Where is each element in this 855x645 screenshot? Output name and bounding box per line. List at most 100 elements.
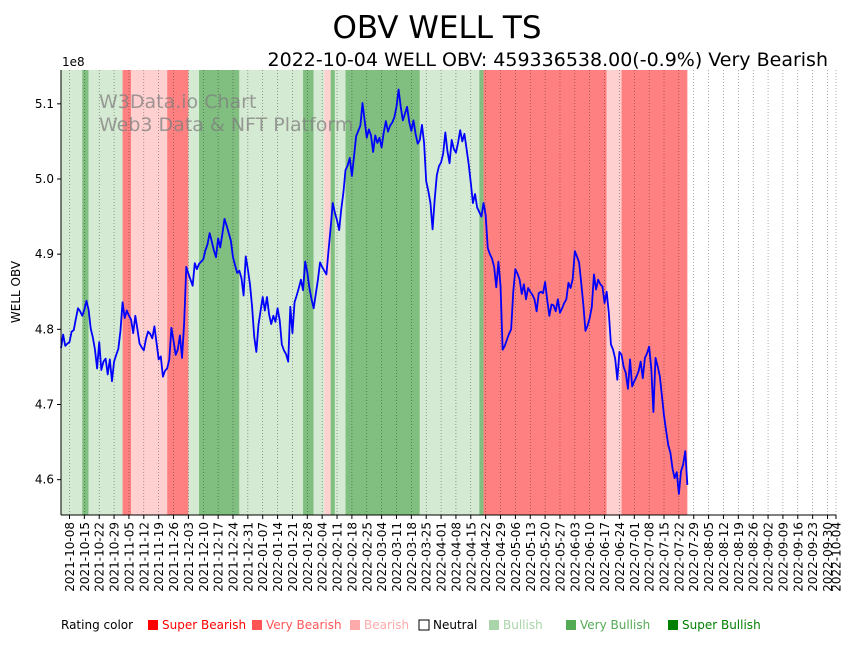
x-tick-label: 2022-09-02: [762, 522, 776, 592]
rating-band: [621, 70, 688, 515]
x-tick-label: 2022-01-28: [301, 522, 315, 592]
legend-label: Super Bearish: [162, 618, 246, 632]
watermark-line-1: W3Data.io Chart: [99, 91, 256, 113]
rating-band: [88, 70, 123, 515]
watermark-line-2: Web3 Data & NFT Platform: [99, 114, 353, 136]
y-axis-label: WELL OBV: [9, 260, 23, 323]
x-tick-label: 2021-12-17: [212, 522, 226, 592]
x-tick-label: 2022-01-21: [286, 522, 300, 592]
x-tick-label: 2021-10-29: [108, 522, 122, 592]
legend-swatch: [252, 620, 262, 630]
rating-band: [303, 70, 314, 515]
x-tick-label: 2022-01-14: [271, 522, 285, 592]
x-tick-label: 2022-02-04: [316, 522, 330, 592]
legend-label: Very Bullish: [580, 618, 650, 632]
x-tick-label: 2022-09-16: [791, 522, 805, 592]
x-tick-label: 2021-12-10: [197, 522, 211, 592]
rating-legend: Rating color Super Bearish Very Bearish Be…: [61, 618, 761, 632]
x-tick-label: 2022-07-08: [643, 522, 657, 592]
x-tick-label: 2022-07-29: [687, 522, 701, 592]
legend-swatch: [668, 620, 678, 630]
x-tick-label: 2022-04-15: [464, 522, 478, 592]
y-tick-label: 4.8: [35, 322, 54, 336]
vertical-grid: [69, 70, 837, 515]
x-tick-label: 2022-09-30: [821, 522, 835, 592]
x-tick-label: 2021-10-22: [93, 522, 107, 592]
rating-band: [330, 70, 335, 515]
rating-band: [61, 70, 83, 515]
x-tick-label: 2022-08-12: [717, 522, 731, 592]
x-tick-label: 2022-08-19: [732, 522, 746, 592]
x-tick-label: 2022-09-09: [776, 522, 790, 592]
rating-band: [479, 70, 484, 515]
x-tick-label: 2022-02-25: [360, 522, 374, 592]
x-tick-label: 2022-03-18: [405, 522, 419, 592]
x-tick-label: 2022-04-08: [449, 522, 463, 592]
rating-band: [188, 70, 200, 515]
rating-band: [167, 70, 189, 515]
chart-subtitle: 2022-10-04 WELL OBV: 459336538.00(-0.9%)…: [268, 49, 828, 71]
y-tick-label: 4.9: [35, 247, 54, 261]
legend-label: Bullish: [503, 618, 543, 632]
x-tick-label: 2022-06-24: [613, 522, 627, 592]
x-tick-label: 2021-11-19: [152, 522, 166, 592]
x-tick-label: 2022-08-05: [702, 522, 716, 592]
rating-band: [324, 70, 331, 515]
legend-swatch: [418, 619, 430, 631]
x-tick-label: 2022-02-11: [331, 522, 345, 592]
y-tick-label: 4.7: [35, 398, 54, 412]
chart-title: OBV WELL TS: [332, 10, 541, 46]
legend-swatch: [566, 620, 576, 630]
x-tick-label: 2022-01-07: [256, 522, 270, 592]
rating-band: [334, 70, 346, 515]
rating-band: [249, 70, 304, 515]
x-tick-label: 2022-03-04: [375, 522, 389, 592]
x-tick-label: 2022-04-29: [494, 522, 508, 592]
legend-swatch: [350, 620, 360, 630]
x-axis-ticks: 2021-10-08 2021-10-15 2021-10-22 2021-10-29…: [63, 515, 844, 592]
x-tick-label: 2021-10-15: [78, 522, 92, 592]
x-tick-label: 2021-10-08: [63, 522, 77, 592]
x-tick-label: 2022-06-10: [583, 522, 597, 592]
x-tick-label: 2022-05-06: [509, 522, 523, 592]
x-tick-label: 2022-10-04: [830, 522, 844, 592]
rating-band: [313, 70, 325, 515]
rating-band: [122, 70, 132, 515]
x-tick-label: 2021-12-31: [241, 522, 255, 592]
x-tick-label: 2021-12-24: [226, 522, 240, 592]
x-tick-label: 2021-11-05: [122, 522, 136, 592]
x-tick-label: 2022-07-15: [658, 522, 672, 592]
x-tick-label: 2021-11-26: [167, 522, 181, 592]
watermark: W3Data.io Chart Web3 Data & NFT Platform: [99, 91, 353, 136]
x-tick-label: 2021-11-12: [137, 522, 151, 592]
x-tick-label: 2022-04-01: [435, 522, 449, 592]
rating-band: [131, 70, 168, 515]
y-axis-ticks: 4.6 4.7 4.8 4.9 5.0 5.1: [35, 97, 61, 487]
legend-title: Rating color: [61, 618, 133, 632]
x-tick-label: 2022-05-13: [524, 522, 538, 592]
rating-band: [82, 70, 89, 515]
x-tick-label: 2022-07-01: [628, 522, 642, 592]
legend-label: Super Bullish: [682, 618, 761, 632]
x-tick-label: 2022-08-26: [747, 522, 761, 592]
x-tick-label: 2022-09-23: [806, 522, 820, 592]
legend-label: Neutral: [433, 618, 477, 632]
x-tick-label: 2022-07-22: [672, 522, 686, 592]
x-tick-label: 2022-05-27: [553, 522, 567, 592]
x-tick-label: 2022-06-03: [568, 522, 582, 592]
legend-label: Bearish: [364, 618, 409, 632]
x-tick-label: 2022-04-22: [479, 522, 493, 592]
x-tick-label: 2022-02-18: [345, 522, 359, 592]
legend-label: Very Bearish: [266, 618, 342, 632]
legend-swatch: [489, 620, 499, 630]
x-tick-label: 2022-03-25: [420, 522, 434, 592]
series-line: [60, 88, 689, 495]
rating-band: [199, 70, 240, 515]
x-tick-label: 2021-12-03: [182, 522, 196, 592]
x-tick-label: 2022-03-11: [390, 522, 404, 592]
rating-band: [606, 70, 622, 515]
y-tick-label: 5.1: [35, 97, 54, 111]
x-tick-label: 2022-06-17: [598, 522, 612, 592]
